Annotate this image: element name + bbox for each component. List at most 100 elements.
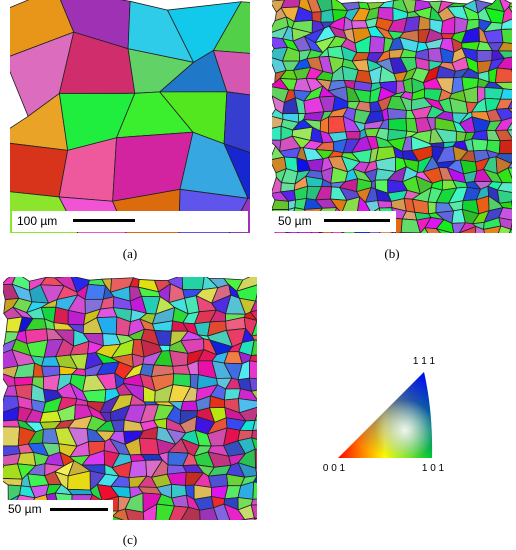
grain	[271, 332, 283, 342]
grain	[453, 232, 461, 233]
legend-label: 0 0 1	[323, 463, 346, 474]
grain	[500, 18, 512, 30]
grain	[212, 1, 250, 54]
grain	[259, 273, 272, 287]
grain	[510, 68, 512, 73]
grain	[255, 467, 257, 477]
grain	[250, 498, 257, 506]
grain	[180, 400, 199, 412]
grain	[397, 232, 402, 233]
grain	[494, 129, 512, 142]
grain	[498, 201, 512, 210]
grain	[419, 227, 429, 233]
grain	[506, 108, 512, 113]
grain	[510, 221, 512, 230]
grain	[250, 504, 257, 519]
grain	[476, 50, 493, 63]
grain	[138, 527, 161, 544]
grain	[40, 531, 60, 544]
grain	[267, 450, 287, 467]
grain	[249, 360, 257, 380]
grain	[128, 459, 148, 479]
grain	[251, 429, 257, 440]
legend-label: 1 1 1	[413, 356, 436, 367]
grain	[253, 517, 257, 520]
grain	[511, 29, 512, 30]
grain	[496, 182, 512, 193]
grain	[458, 225, 477, 233]
grain	[258, 395, 267, 409]
grain	[265, 302, 284, 309]
grain	[507, 100, 512, 109]
grain	[199, 507, 219, 520]
grain	[243, 311, 257, 321]
grain	[66, 488, 94, 496]
grain	[272, 199, 289, 210]
grain	[14, 528, 33, 542]
grain	[474, 242, 487, 253]
grain	[187, 529, 205, 540]
grain	[251, 334, 257, 341]
grain	[501, 6, 512, 24]
panel-label: (b)	[384, 246, 399, 261]
grain	[511, 201, 512, 207]
grain	[222, 527, 245, 545]
grain	[235, 277, 257, 292]
scale-bar	[50, 508, 108, 511]
grain	[253, 475, 257, 483]
grain	[71, 526, 90, 543]
ebsd-map-a	[10, 0, 250, 233]
grain	[494, 67, 512, 84]
grain	[58, 526, 75, 544]
grain	[194, 521, 218, 533]
scale-bar	[73, 219, 135, 222]
grain	[144, 521, 161, 528]
grain	[494, 81, 512, 91]
ipf-white	[338, 372, 433, 458]
grain	[252, 419, 257, 432]
grain	[213, 527, 228, 542]
grain	[249, 300, 257, 313]
grain	[506, 129, 512, 139]
grain	[254, 448, 257, 469]
grain	[267, 418, 282, 430]
grain	[328, 115, 347, 134]
grain	[249, 309, 257, 321]
grain	[353, 239, 369, 250]
legend-label: 1 0 1	[422, 463, 445, 474]
grain	[180, 519, 181, 520]
grain	[240, 519, 246, 520]
grain	[496, 167, 512, 184]
grain	[3, 526, 21, 542]
grain	[279, 242, 299, 249]
grain	[417, 15, 431, 31]
grain	[26, 529, 42, 545]
grain	[124, 508, 145, 520]
grain	[156, 521, 175, 529]
grain	[320, 9, 335, 23]
grain	[267, 497, 284, 505]
grain	[207, 473, 229, 488]
grain	[377, 200, 393, 209]
ebsd-map-c	[3, 273, 287, 545]
grain	[268, 322, 284, 332]
grain	[152, 528, 176, 544]
grain	[510, 67, 512, 70]
panel-label: (a)	[123, 246, 137, 261]
grain	[169, 350, 189, 367]
grain	[181, 277, 205, 291]
grain	[248, 354, 257, 363]
grain	[443, 236, 454, 252]
grain	[508, 2, 512, 8]
grain	[103, 529, 113, 544]
grain	[508, 6, 512, 13]
grain	[3, 478, 23, 487]
grain	[265, 284, 283, 302]
grain	[168, 505, 190, 520]
grain	[212, 50, 250, 96]
grain	[267, 485, 283, 501]
grain	[507, 238, 516, 253]
grain	[268, 306, 285, 323]
scale-text: 50 µm	[278, 214, 312, 228]
